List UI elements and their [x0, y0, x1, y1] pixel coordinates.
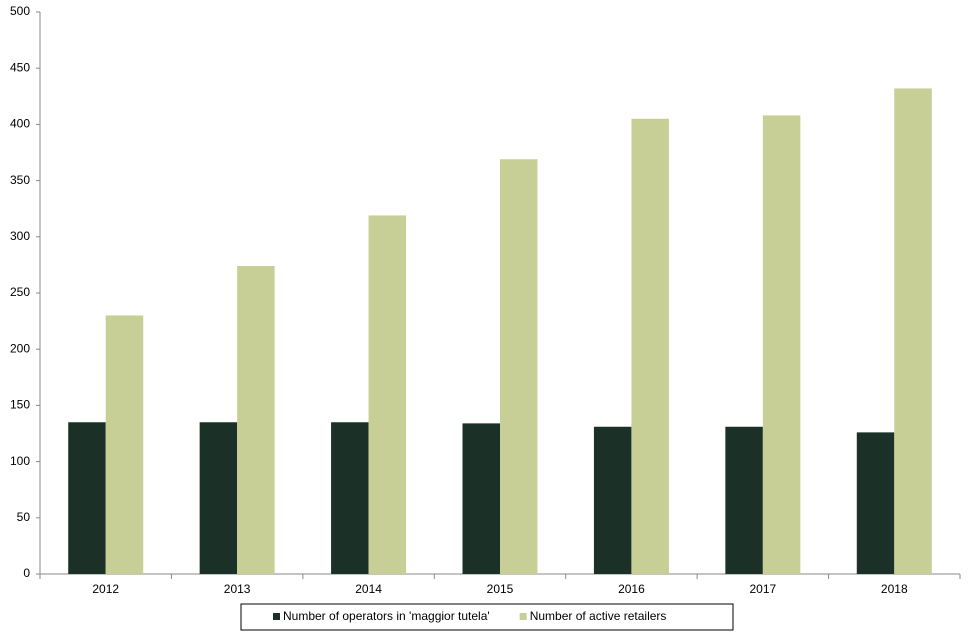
- bar: [631, 118, 669, 574]
- x-tick-label: 2014: [355, 582, 382, 596]
- x-tick-label: 2012: [92, 582, 119, 596]
- bar: [199, 422, 238, 574]
- bar: [856, 432, 895, 574]
- bar: [68, 422, 106, 574]
- bar: [368, 215, 407, 574]
- legend-marker: [273, 613, 280, 620]
- y-tick-label: 50: [17, 510, 31, 524]
- bar: [237, 266, 275, 574]
- y-tick-label: 0: [23, 566, 30, 580]
- y-tick-label: 200: [10, 341, 30, 355]
- x-tick-label: 2016: [618, 582, 645, 596]
- y-tick-label: 400: [10, 117, 30, 131]
- x-tick-label: 2018: [881, 582, 908, 596]
- legend-marker: [519, 613, 527, 620]
- legend-box: [240, 603, 734, 631]
- bar: [593, 426, 632, 574]
- y-tick-label: 350: [10, 173, 30, 187]
- y-tick-label: 300: [10, 229, 30, 243]
- bar: [762, 115, 801, 575]
- bar: [462, 423, 500, 574]
- x-tick-label: 2017: [750, 582, 777, 596]
- bar: [894, 88, 932, 574]
- y-tick-label: 100: [10, 454, 30, 468]
- bar: [331, 422, 369, 574]
- bar: [500, 159, 538, 574]
- legend-label: Number of operators in 'maggior tutela': [283, 609, 490, 623]
- y-tick-label: 250: [10, 285, 30, 299]
- y-tick-label: 150: [10, 398, 30, 412]
- x-tick-label: 2015: [487, 582, 514, 596]
- legend-label: Number of active retailers: [530, 609, 667, 623]
- x-tick-label: 2013: [224, 582, 251, 596]
- bar: [725, 426, 763, 574]
- y-tick-label: 500: [10, 4, 30, 18]
- y-tick-label: 450: [10, 60, 30, 74]
- bar: [105, 315, 144, 574]
